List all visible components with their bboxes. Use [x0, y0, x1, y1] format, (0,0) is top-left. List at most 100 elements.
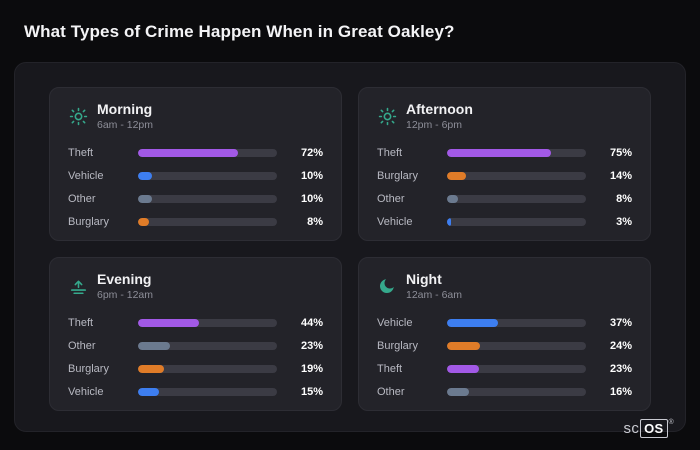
bar-fill: [138, 149, 239, 158]
brand-boxed-text: OS: [640, 419, 668, 438]
card-subtitle: 12pm - 6pm: [406, 119, 463, 132]
dashboard-panel: Morning 6am - 12pm Theft 72% Vehicle 10%: [14, 62, 686, 432]
card-title: Morning: [97, 101, 153, 117]
bar-rows: Theft 44% Other 23% Burglary 19%: [68, 317, 323, 398]
bar-fill: [447, 195, 459, 204]
category-label: Vehicle: [68, 170, 104, 183]
sunset-icon: [68, 276, 88, 296]
bar-fill: [138, 342, 170, 351]
card-header: Morning 6am - 12pm: [68, 101, 323, 131]
bar-fill: [138, 319, 200, 328]
bar-track: [138, 342, 277, 351]
bar-row: Theft 75%: [377, 147, 632, 159]
bar-track: [447, 172, 586, 181]
sun-icon: [68, 106, 88, 126]
bar-fill: [447, 342, 481, 351]
value-label: 10%: [300, 193, 323, 206]
bar-track: [447, 218, 586, 227]
card-header: Afternoon 12pm - 6pm: [377, 101, 632, 131]
bar-track: [447, 388, 586, 397]
bar-fill: [138, 195, 152, 204]
bar-fill: [447, 388, 470, 397]
category-label: Theft: [377, 363, 403, 376]
value-label: 15%: [300, 386, 323, 399]
bar-track: [447, 195, 586, 204]
category-label: Vehicle: [377, 216, 413, 229]
value-label: 16%: [609, 386, 632, 399]
bar-fill: [138, 388, 159, 397]
category-label: Other: [377, 193, 405, 206]
brand-logo: sc OS ®: [624, 419, 674, 438]
value-label: 14%: [609, 170, 632, 183]
value-label: 19%: [300, 363, 323, 376]
value-label: 23%: [609, 363, 632, 376]
bar-row: Other 10%: [68, 193, 323, 205]
bar-row: Other 8%: [377, 193, 632, 205]
card-title: Afternoon: [406, 101, 473, 117]
value-label: 72%: [300, 147, 323, 160]
category-label: Burglary: [68, 363, 109, 376]
category-label: Vehicle: [377, 317, 413, 330]
bar-rows: Vehicle 37% Burglary 24% Theft 23%: [377, 317, 632, 398]
category-label: Other: [377, 386, 405, 399]
bar-track: [138, 388, 277, 397]
bar-row: Burglary 14%: [377, 170, 632, 182]
bar-fill: [447, 218, 452, 227]
bar-fill: [138, 365, 165, 374]
card-title: Evening: [97, 271, 152, 288]
card-subtitle: 12am - 6am: [406, 289, 463, 302]
bar-row: Other 16%: [377, 386, 632, 398]
value-label: 10%: [300, 170, 323, 183]
category-label: Other: [68, 193, 96, 206]
bar-track: [138, 195, 277, 204]
category-label: Theft: [68, 317, 94, 330]
value-label: 44%: [300, 317, 323, 330]
bar-track: [138, 218, 277, 227]
moon-icon: [377, 276, 397, 296]
bar-track: [447, 342, 586, 351]
bar-row: Vehicle 10%: [68, 170, 323, 182]
bar-track: [138, 172, 277, 181]
bar-row: Vehicle 15%: [68, 386, 323, 398]
bar-rows: Theft 72% Vehicle 10% Other 10%: [68, 147, 323, 228]
bar-row: Vehicle 37%: [377, 317, 632, 329]
bar-row: Other 23%: [68, 340, 323, 352]
bar-row: Burglary 8%: [68, 216, 323, 228]
bar-fill: [447, 149, 552, 158]
bar-track: [138, 319, 277, 328]
bar-track: [138, 365, 277, 374]
bar-row: Theft 44%: [68, 317, 323, 329]
value-label: 75%: [609, 147, 632, 160]
bar-track: [138, 149, 277, 158]
sun-icon: [377, 106, 397, 126]
bar-row: Theft 72%: [68, 147, 323, 159]
card-morning: Morning 6am - 12pm Theft 72% Vehicle 10%: [49, 87, 342, 242]
card-evening: Evening 6pm - 12am Theft 44% Other 23%: [49, 257, 342, 412]
bar-row: Theft 23%: [377, 363, 632, 375]
bar-fill: [447, 172, 467, 181]
category-label: Vehicle: [68, 386, 104, 399]
bar-track: [447, 149, 586, 158]
bar-fill: [138, 218, 150, 227]
card-header: Night 12am - 6am: [377, 271, 632, 301]
bar-track: [447, 319, 586, 328]
bar-fill: [138, 172, 152, 181]
card-subtitle: 6am - 12pm: [97, 119, 154, 132]
value-label: 3%: [616, 216, 632, 229]
category-label: Theft: [377, 147, 403, 160]
brand-prefix-text: sc: [623, 420, 640, 437]
category-label: Burglary: [377, 170, 418, 183]
card-title: Night: [406, 271, 442, 288]
card-afternoon: Afternoon 12pm - 6pm Theft 75% Burglary …: [358, 87, 651, 242]
cards-grid: Morning 6am - 12pm Theft 72% Vehicle 10%: [49, 87, 651, 412]
bar-track: [447, 365, 586, 374]
category-label: Theft: [68, 147, 94, 160]
category-label: Other: [68, 340, 96, 353]
value-label: 23%: [300, 340, 323, 353]
bar-rows: Theft 75% Burglary 14% Other 8%: [377, 147, 632, 228]
value-label: 24%: [609, 340, 632, 353]
bar-fill: [447, 319, 499, 328]
bar-row: Vehicle 3%: [377, 216, 632, 228]
bar-fill: [447, 365, 479, 374]
